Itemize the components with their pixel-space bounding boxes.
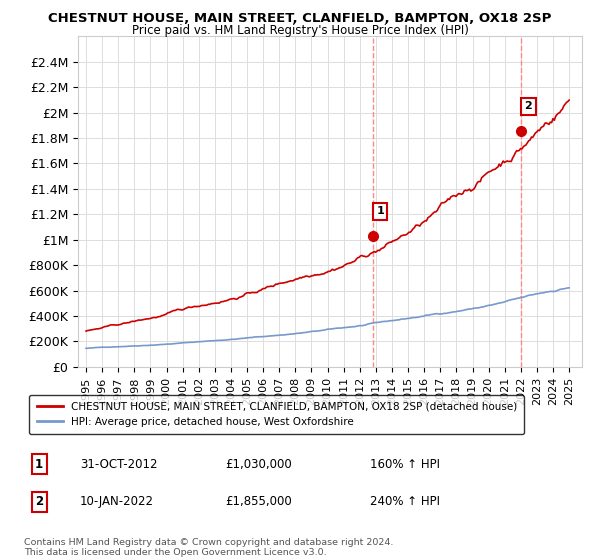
Text: CHESTNUT HOUSE, MAIN STREET, CLANFIELD, BAMPTON, OX18 2SP: CHESTNUT HOUSE, MAIN STREET, CLANFIELD, … bbox=[49, 12, 551, 25]
Text: £1,030,000: £1,030,000 bbox=[225, 458, 292, 471]
Text: 2: 2 bbox=[524, 101, 532, 111]
Text: 10-JAN-2022: 10-JAN-2022 bbox=[80, 495, 154, 508]
Text: 240% ↑ HPI: 240% ↑ HPI bbox=[370, 495, 440, 508]
Text: £1,855,000: £1,855,000 bbox=[225, 495, 292, 508]
Legend: CHESTNUT HOUSE, MAIN STREET, CLANFIELD, BAMPTON, OX18 2SP (detached house), HPI:: CHESTNUT HOUSE, MAIN STREET, CLANFIELD, … bbox=[29, 394, 524, 435]
Text: Price paid vs. HM Land Registry's House Price Index (HPI): Price paid vs. HM Land Registry's House … bbox=[131, 24, 469, 36]
Text: 1: 1 bbox=[376, 206, 384, 216]
Text: 31-OCT-2012: 31-OCT-2012 bbox=[80, 458, 157, 471]
Text: 160% ↑ HPI: 160% ↑ HPI bbox=[370, 458, 440, 471]
Text: Contains HM Land Registry data © Crown copyright and database right 2024.
This d: Contains HM Land Registry data © Crown c… bbox=[24, 538, 394, 557]
Text: 2: 2 bbox=[35, 495, 43, 508]
Text: 1: 1 bbox=[35, 458, 43, 471]
